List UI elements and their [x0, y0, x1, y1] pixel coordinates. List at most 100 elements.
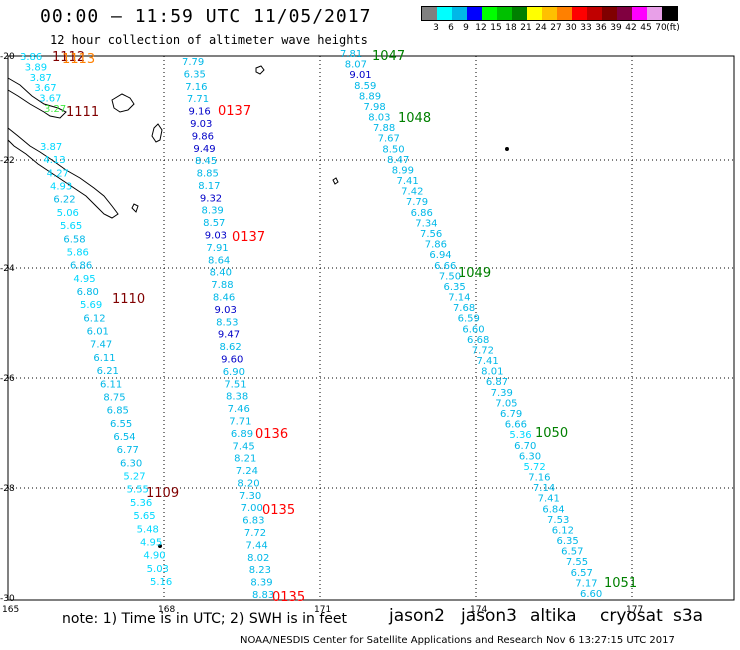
pass-label: 1047: [372, 49, 405, 64]
pass-label: 0137: [232, 230, 265, 245]
wave-height-value: 7.42: [401, 187, 423, 198]
wave-height-value: 4.13: [43, 155, 65, 166]
x-axis-label: 177: [626, 605, 643, 615]
legend-tick-label: 36: [595, 23, 607, 33]
legend-tick-label: 9: [463, 23, 469, 33]
legend-swatch: [572, 7, 587, 20]
legend-swatch: [602, 7, 617, 20]
wave-height-value: 8.03: [368, 113, 390, 124]
wave-height-value: 4.95: [73, 274, 95, 285]
wave-height-value: 8.07: [345, 60, 367, 71]
wave-height-value: 8.85: [197, 169, 219, 180]
wave-height-value: 9.01: [349, 70, 371, 81]
legend-tick-label: 6: [448, 23, 454, 33]
wave-height-value: 5.65: [60, 221, 82, 232]
wave-height-value: 7.67: [378, 134, 400, 145]
wave-height-value: 7.55: [566, 557, 588, 568]
legend-tick-label: 70: [655, 23, 667, 33]
pass-label: 1112: [52, 50, 85, 65]
wave-height-value: 5.69: [80, 300, 102, 311]
legend-tick-label: 15: [490, 23, 502, 33]
wave-height-value: 3.27: [44, 104, 66, 115]
pass-label: 1113: [62, 52, 95, 67]
wave-height-value: 8.75: [103, 392, 125, 403]
wave-height-value: 8.17: [198, 181, 220, 192]
wave-height-value: 9.32: [200, 193, 222, 204]
wave-height-value: 8.02: [247, 553, 269, 564]
wave-height-value: 6.86: [70, 261, 92, 272]
wave-height-value: 8.21: [234, 454, 256, 465]
wave-height-value: 6.35: [556, 536, 578, 547]
wave-height-value: 6.60: [462, 324, 484, 335]
wave-height-value: 3.67: [39, 94, 61, 105]
legend-swatch: [662, 7, 677, 20]
legend-cryosat: cryosat: [600, 606, 663, 626]
wave-height-value: 7.53: [547, 515, 569, 526]
wave-height-value: 7.05: [495, 398, 517, 409]
wave-height-value: 7.71: [229, 416, 251, 427]
wave-height-value: 8.45: [195, 156, 217, 167]
pass-label: 1109: [146, 486, 179, 501]
wave-height-value: 9.03: [215, 305, 237, 316]
pass-label: 1049: [458, 266, 491, 281]
pass-label: 0137: [218, 104, 251, 119]
wave-height-value: 6.90: [223, 367, 245, 378]
wave-height-value: 6.66: [434, 261, 456, 272]
wave-height-value: 7.47: [90, 340, 112, 351]
wave-height-value: 8.50: [382, 144, 404, 155]
wave-height-value: 5.06: [57, 208, 79, 219]
wave-height-value: 8.53: [216, 317, 238, 328]
legend-swatch: [422, 7, 437, 20]
wave-height-value: 9.16: [189, 107, 211, 118]
wave-height-value: 8.01: [481, 367, 503, 378]
legend-tick-label: 45: [640, 23, 652, 33]
wave-height-value: 6.21: [97, 366, 119, 377]
legend-swatch: [452, 7, 467, 20]
wave-height-value: 6.01: [87, 327, 109, 338]
wave-height-value: 6.11: [100, 379, 122, 390]
wave-height-value: 6.35: [444, 282, 466, 293]
legend-altika: altika: [530, 606, 577, 626]
wave-height-value: 8.46: [213, 293, 235, 304]
wave-height-value: 6.83: [242, 516, 264, 527]
wave-height-value: 7.79: [406, 197, 428, 208]
wave-height-value: 4.95: [140, 537, 162, 548]
wave-height-value: 6.57: [571, 568, 593, 579]
wave-height-value: 5.16: [150, 577, 172, 588]
wave-height-value: 6.84: [542, 504, 564, 515]
wave-height-value: 8.39: [250, 578, 272, 589]
wave-height-value: 6.66: [505, 420, 527, 431]
legend-swatch: [617, 7, 632, 20]
map-frame: [7, 55, 735, 601]
wave-height-value: 7.51: [224, 379, 246, 390]
wave-height-value: 9.03: [190, 119, 212, 130]
wave-height-value: 8.39: [202, 206, 224, 217]
color-legend: 3 6 9 12 15 18 21 24 27 30 33 36 39 42 45 70 (ft): [421, 6, 680, 35]
y-axis-label: -30: [0, 594, 15, 604]
pass-label: 1050: [535, 426, 568, 441]
wave-height-value: 6.79: [500, 409, 522, 420]
wave-height-value: 7.88: [373, 123, 395, 134]
wave-height-value: 7.41: [396, 176, 418, 187]
wave-height-value: 8.57: [203, 218, 225, 229]
wave-height-value: 4.27: [47, 168, 69, 179]
wave-height-value: 5.48: [137, 524, 159, 535]
wave-height-value: 6.89: [231, 429, 253, 440]
wave-height-value: 3.67: [34, 83, 56, 94]
legend-tick-label: 30: [565, 23, 577, 33]
wave-height-value: 8.20: [237, 478, 259, 489]
wave-height-value: 9.49: [193, 144, 215, 155]
wave-height-value: 5.36: [509, 430, 531, 441]
legend-swatch: [482, 7, 497, 20]
wave-height-value: 7.45: [232, 441, 254, 452]
legend-tick-label: 42: [625, 23, 637, 33]
map-grid: [7, 55, 735, 601]
wave-height-value: 6.59: [458, 314, 480, 325]
legend-tick-label: 24: [535, 23, 547, 33]
wave-height-value: 7.50: [439, 271, 461, 282]
y-axis-label: -20: [0, 52, 15, 62]
wave-height-value: 6.70: [514, 441, 536, 452]
wave-height-value: 6.30: [519, 451, 541, 462]
wave-height-value: 6.11: [93, 353, 115, 364]
wave-height-value: 6.58: [63, 234, 85, 245]
